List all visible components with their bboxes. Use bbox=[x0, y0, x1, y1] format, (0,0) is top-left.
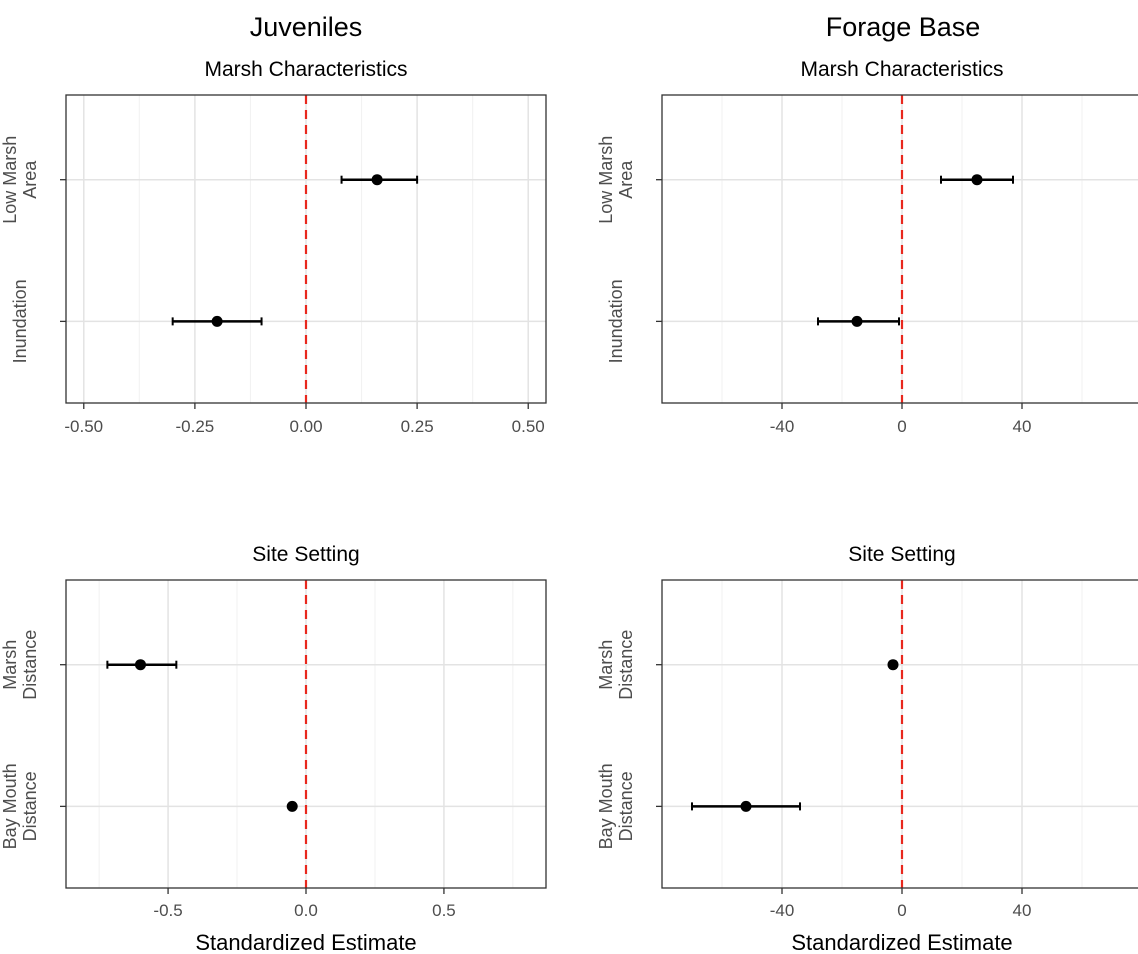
x-tick-label: 40 bbox=[1013, 901, 1032, 920]
panel-2: Marsh Characteristics Low Marsh Area Inunda… bbox=[596, 58, 1138, 436]
estimate-point bbox=[371, 174, 383, 186]
y-tick-label: Distance bbox=[20, 771, 40, 841]
estimate-point bbox=[887, 659, 899, 671]
x-tick-label: -0.50 bbox=[64, 417, 103, 436]
x-tick-label: 0.50 bbox=[512, 417, 545, 436]
y-tick-label: Low Marsh bbox=[0, 136, 20, 224]
y-tick-label: Distance bbox=[616, 771, 636, 841]
panel-border bbox=[661, 94, 1138, 404]
y-tick-label: Distance bbox=[616, 630, 636, 700]
estimate-point bbox=[740, 800, 752, 812]
x-axis-title: Standardized Estimate bbox=[195, 930, 416, 954]
x-tick-label: 0 bbox=[897, 901, 906, 920]
y-tick-label: Low Marsh bbox=[596, 136, 616, 224]
estimate-point bbox=[211, 315, 223, 327]
estimate-point bbox=[851, 315, 863, 327]
panel-border bbox=[661, 579, 1138, 889]
x-tick-label: -40 bbox=[770, 417, 795, 436]
x-tick-label: 0.00 bbox=[289, 417, 322, 436]
y-tick-label: Area bbox=[20, 160, 40, 199]
estimate-point bbox=[286, 800, 298, 812]
x-tick-label: 0.5 bbox=[432, 901, 456, 920]
y-tick-label: Marsh bbox=[0, 640, 20, 690]
y-tick-label: Distance bbox=[20, 630, 40, 700]
estimate-point bbox=[134, 659, 146, 671]
column-title-juveniles: Juveniles bbox=[250, 12, 363, 42]
y-tick-label: Inundation bbox=[10, 279, 30, 363]
y-tick-label: Bay Mouth bbox=[596, 763, 616, 849]
x-tick-label: -0.5 bbox=[153, 901, 182, 920]
y-tick-label: Area bbox=[616, 160, 636, 199]
panel-plot-area bbox=[66, 580, 546, 888]
panel-subtitle: Marsh Characteristics bbox=[800, 58, 1003, 81]
column-title-forage-base: Forage Base bbox=[826, 12, 981, 42]
x-tick-label: 40 bbox=[1013, 417, 1032, 436]
panel-plot-area bbox=[662, 95, 1138, 403]
panel-subtitle: Site Setting bbox=[848, 543, 955, 566]
y-tick-label: Bay Mouth bbox=[0, 763, 20, 849]
x-tick-label: 0 bbox=[897, 417, 906, 436]
y-tick-label: Marsh bbox=[596, 640, 616, 690]
estimate-point bbox=[971, 174, 983, 186]
x-tick-label: -0.25 bbox=[176, 417, 215, 436]
x-tick-label: 0.25 bbox=[401, 417, 434, 436]
x-tick-label: 0.0 bbox=[294, 901, 318, 920]
panel-1: Marsh Characteristics Low Marsh Area Inunda… bbox=[0, 58, 547, 436]
panel-subtitle: Site Setting bbox=[252, 543, 359, 566]
panel-subtitle: Marsh Characteristics bbox=[204, 58, 407, 81]
panel-plot-area bbox=[66, 95, 546, 403]
x-axis-title: Standardized Estimate bbox=[791, 930, 1012, 954]
panel-plot-area bbox=[662, 580, 1138, 888]
x-tick-label: -40 bbox=[770, 901, 795, 920]
y-tick-label: Inundation bbox=[606, 279, 626, 363]
